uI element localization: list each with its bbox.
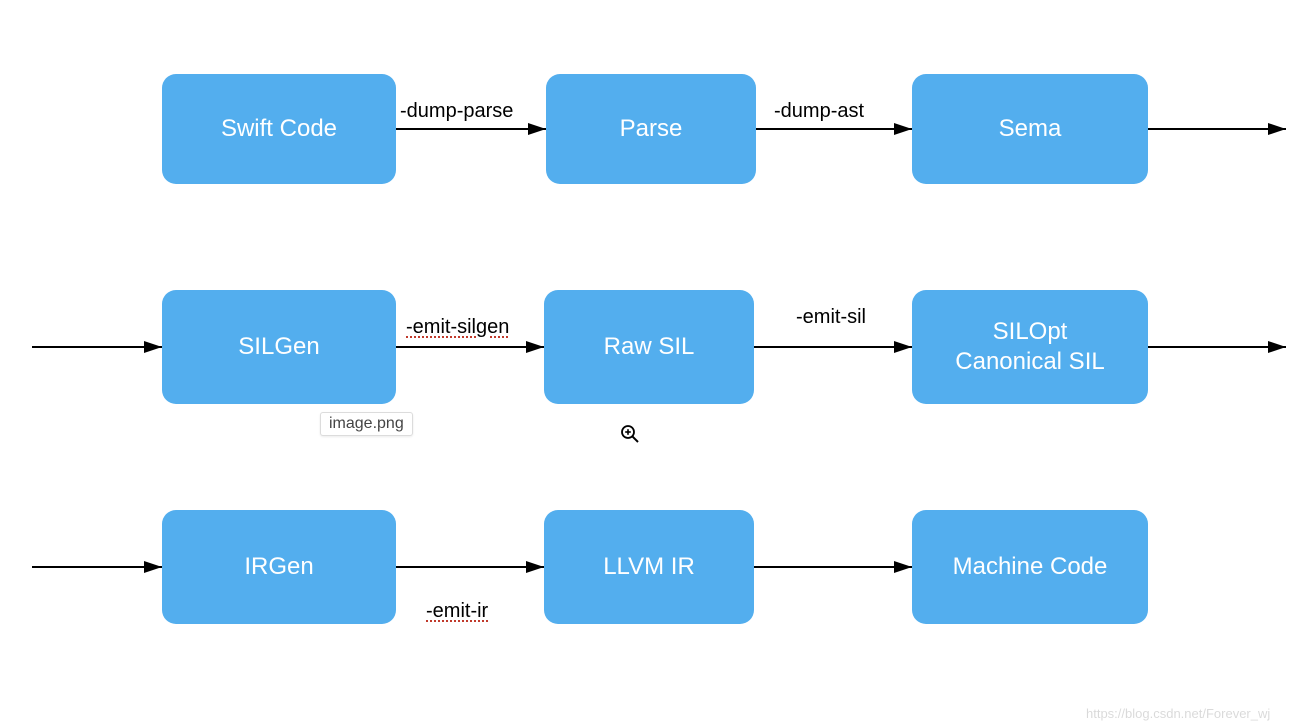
edge-label-e6: -emit-sil xyxy=(796,306,866,329)
node-label: SILOpt Canonical SIL xyxy=(955,317,1104,377)
node-raw-sil: Raw SIL xyxy=(544,290,754,404)
node-silopt: SILOpt Canonical SIL xyxy=(912,290,1148,404)
image-tooltip: image.png xyxy=(320,412,413,436)
watermark-text: https://blog.csdn.net/Forever_wj xyxy=(1086,706,1270,721)
node-machine-code: Machine Code xyxy=(912,510,1148,624)
node-label: Swift Code xyxy=(221,114,337,144)
node-label: Raw SIL xyxy=(604,332,695,362)
edge-label-e5: -emit-silgen xyxy=(406,316,509,339)
node-sema: Sema xyxy=(912,74,1148,184)
node-label: Parse xyxy=(620,114,683,144)
node-label: IRGen xyxy=(244,552,313,582)
node-llvm-ir: LLVM IR xyxy=(544,510,754,624)
node-parse: Parse xyxy=(546,74,756,184)
node-silgen: SILGen xyxy=(162,290,396,404)
node-label: SILGen xyxy=(238,332,319,362)
edge-label-e2: -dump-ast xyxy=(774,100,864,123)
node-irgen: IRGen xyxy=(162,510,396,624)
edge-label-e9: -emit-ir xyxy=(426,600,488,623)
zoom-in-icon[interactable] xyxy=(620,424,640,444)
node-swift-code: Swift Code xyxy=(162,74,396,184)
edge-label-e1: -dump-parse xyxy=(400,100,513,123)
node-label: Sema xyxy=(999,114,1062,144)
node-label: LLVM IR xyxy=(603,552,695,582)
node-label: Machine Code xyxy=(953,552,1108,582)
